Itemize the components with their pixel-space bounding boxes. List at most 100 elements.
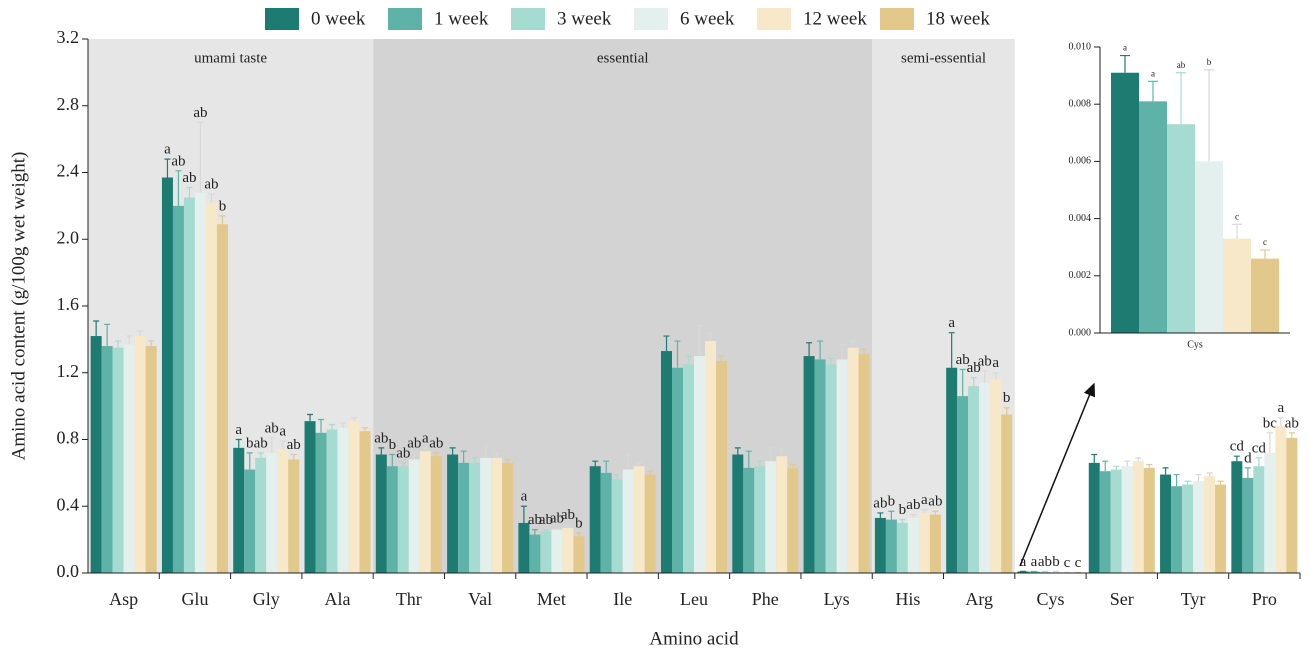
significance-letter: a (164, 142, 171, 158)
bar (480, 457, 492, 573)
bar (644, 474, 656, 573)
error-bar (817, 340, 824, 360)
error-bar (1288, 432, 1295, 438)
significance-letter: ab (374, 430, 388, 446)
error-bar (992, 372, 999, 380)
error-bar (745, 450, 752, 468)
error-bar (1113, 465, 1120, 470)
x-tick-label: Met (537, 589, 566, 609)
bar (968, 386, 980, 573)
y-tick-label: 0.000 (1069, 327, 1092, 338)
bar (277, 449, 289, 573)
error-bar (1176, 72, 1186, 125)
bar (430, 456, 442, 573)
bar (1251, 258, 1279, 333)
legend-swatch (388, 8, 422, 30)
bar (776, 456, 788, 573)
bar (1193, 481, 1205, 573)
legend-swatch (265, 8, 299, 30)
bar (458, 462, 470, 573)
error-bar (1244, 467, 1251, 478)
bar (1182, 484, 1194, 573)
significance-letter: ab (978, 354, 992, 370)
significance-letter: ab (561, 507, 575, 523)
significance-letter: a (235, 422, 242, 438)
bar (716, 361, 727, 573)
bar (633, 466, 645, 573)
bar (929, 514, 941, 573)
error-bar (175, 170, 182, 206)
bar (288, 459, 300, 573)
y-tick-label: 0.0 (57, 561, 80, 581)
significance-letter: a (521, 489, 528, 505)
error-bar (422, 447, 429, 452)
significance-letter: a (1031, 554, 1038, 570)
error-bar (1195, 473, 1202, 482)
bar (502, 462, 514, 573)
error-bar (1091, 453, 1098, 463)
significance-letter: b (1003, 390, 1011, 406)
legend-swatch (511, 8, 545, 30)
bar (397, 466, 409, 573)
error-bar (1135, 457, 1142, 462)
bar (123, 344, 135, 573)
error-bar (1003, 407, 1010, 415)
significance-letter: ab (928, 494, 942, 510)
y-tick-label: 0.010 (1069, 41, 1092, 52)
bar (1231, 461, 1243, 573)
error-bar (625, 453, 632, 470)
significance-letter: bc (1263, 415, 1278, 431)
error-bar (460, 450, 467, 463)
bar (754, 466, 766, 573)
bar (836, 359, 848, 573)
error-bar (471, 457, 478, 463)
bar (946, 367, 958, 573)
error-bar (614, 473, 621, 480)
bar (375, 454, 387, 573)
bar (1110, 469, 1122, 573)
error-bar (1162, 467, 1169, 475)
region-label: umami taste (194, 50, 267, 66)
bar (1121, 466, 1133, 573)
bar (1139, 101, 1167, 333)
error-bar (718, 355, 725, 362)
bar (419, 451, 431, 573)
bar (1171, 486, 1183, 573)
error-bar (696, 325, 703, 357)
bar (1215, 484, 1227, 573)
bar (765, 461, 777, 573)
error-bar (1146, 463, 1153, 468)
bar (1001, 414, 1013, 573)
significance-letter: ab (1038, 554, 1052, 570)
bar (1050, 571, 1062, 573)
bar (386, 466, 398, 573)
bar (847, 347, 859, 573)
bar (216, 224, 228, 573)
y-tick-label: 1.6 (57, 294, 80, 314)
significance-letter: b (1207, 57, 1212, 67)
bar (1039, 571, 1051, 573)
bar (529, 534, 541, 573)
error-bar (778, 448, 785, 457)
bar (858, 354, 870, 573)
error-bar (707, 332, 714, 342)
bar (183, 197, 195, 573)
legend-swatch (880, 8, 914, 30)
error-bar (1260, 249, 1270, 259)
error-bar (208, 193, 215, 203)
significance-letter: b (888, 494, 896, 510)
error-bar (959, 368, 966, 397)
error-bar (504, 458, 511, 463)
error-bar (340, 422, 347, 428)
bar (161, 177, 173, 573)
bar (134, 336, 146, 573)
bar (244, 469, 256, 573)
significance-letter: ab (539, 512, 553, 528)
y-tick-label: 2.4 (57, 161, 80, 181)
x-tick-label: Ala (325, 589, 351, 609)
error-bar (861, 348, 868, 355)
error-bar (910, 513, 917, 518)
x-tick-label: Lys (824, 589, 850, 609)
error-bar (257, 452, 264, 458)
y-axis-title: Amino acid content (g/100g wet weight) (8, 152, 29, 461)
